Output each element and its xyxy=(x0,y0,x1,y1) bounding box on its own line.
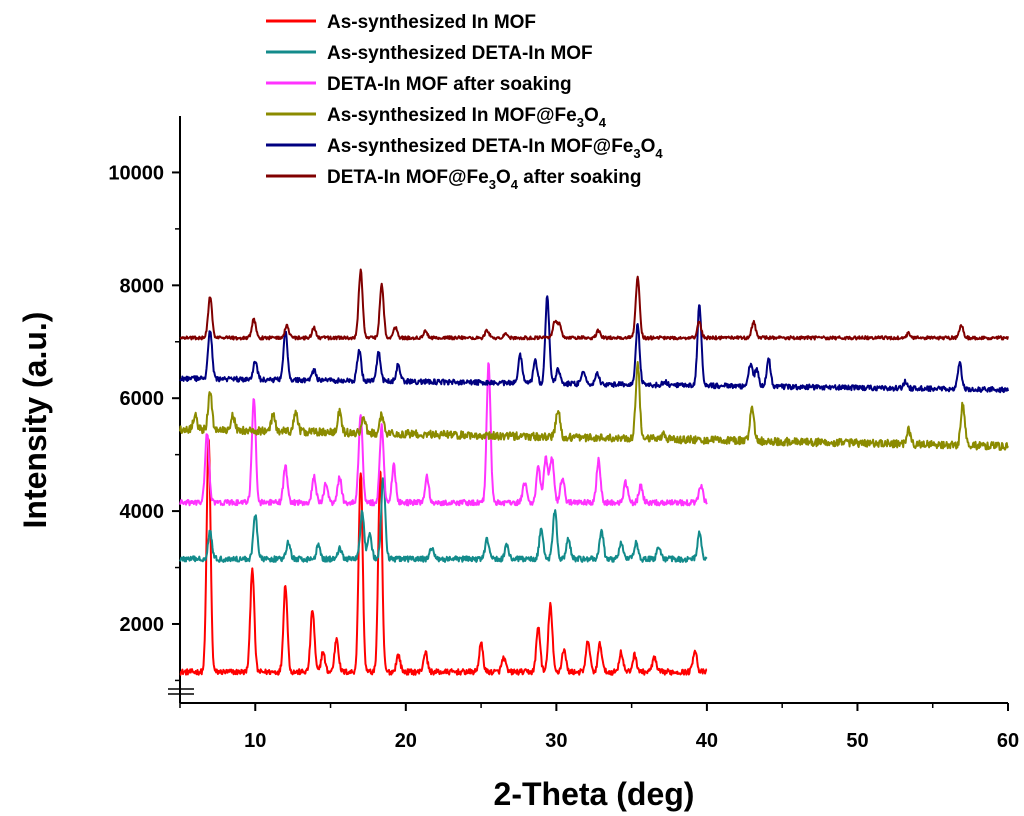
x-tick-label: 30 xyxy=(545,730,567,752)
y-ticks: 2000 4000 6000 8000 10000 xyxy=(108,162,180,682)
legend: As-synthesized In MOF As-synthesized DETA… xyxy=(266,12,663,192)
y-axis-title: Intensity (a.u.) xyxy=(17,312,53,529)
legend-label: As-synthesized DETA-In MOF xyxy=(327,43,593,64)
series-line xyxy=(179,477,708,563)
x-tick-label: 10 xyxy=(244,730,266,752)
legend-label: As-synthesized In MOF xyxy=(327,12,536,33)
axes: 10 20 30 40 50 60 2000 4000 6000 8000 10000 xyxy=(108,116,1019,752)
x-axis-title: 2-Theta (deg) xyxy=(494,776,695,812)
series-line xyxy=(179,268,1009,341)
x-tick-label: 20 xyxy=(395,730,417,752)
x-ticks: 10 20 30 40 50 60 xyxy=(179,703,1019,752)
legend-label: DETA-In MOF after soaking xyxy=(327,74,572,95)
series-line xyxy=(179,362,708,507)
legend-label: As-synthesized In MOF@Fe3O4 xyxy=(327,105,607,130)
series-line xyxy=(179,438,708,676)
y-tick-label: 2000 xyxy=(120,614,165,636)
series-line xyxy=(179,361,1009,451)
x-tick-label: 60 xyxy=(997,730,1019,752)
legend-label: DETA-In MOF@Fe3O4 after soaking xyxy=(327,167,642,192)
series-layer xyxy=(179,268,1009,676)
y-tick-label: 6000 xyxy=(120,388,165,410)
x-tick-label: 50 xyxy=(846,730,868,752)
x-tick-label: 40 xyxy=(696,730,718,752)
y-tick-label: 4000 xyxy=(120,501,165,523)
series-line xyxy=(179,295,1009,394)
legend-label: As-synthesized DETA-In MOF@Fe3O4 xyxy=(327,136,663,161)
y-tick-label: 10000 xyxy=(108,162,164,184)
y-tick-label: 8000 xyxy=(120,275,165,297)
